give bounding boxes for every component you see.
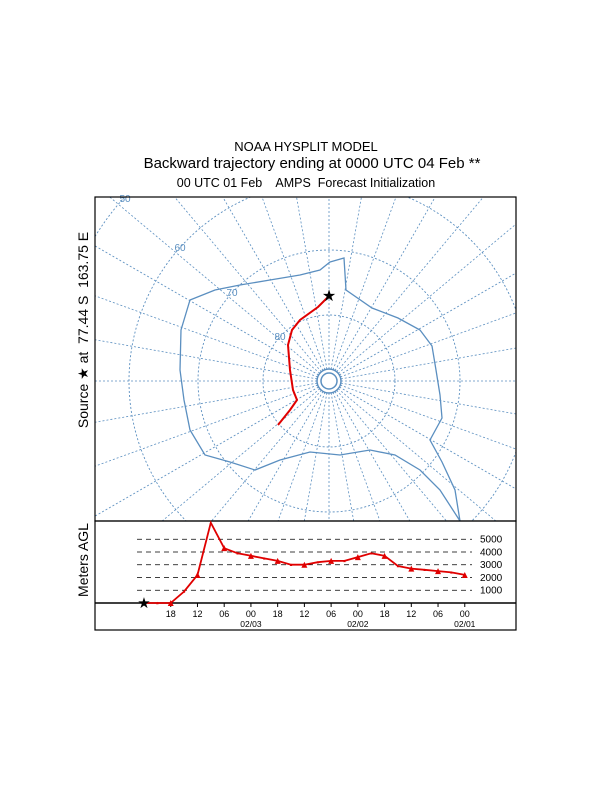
source-star: ★ [137,595,150,612]
lat-circle [320,372,338,390]
x-tick-label: 12 [299,609,309,619]
height-point [370,552,373,555]
height-point [450,571,453,574]
meridian [174,197,322,373]
height-point [247,552,254,559]
x-tick-label: 18 [166,609,176,619]
height-point [316,560,319,564]
height-point [343,559,346,563]
lat-circle [316,368,342,394]
height-point [156,601,159,605]
meridian [330,392,355,521]
x-tick-label: 18 [273,609,283,619]
lat-circle [262,314,396,448]
lat-label: 60 [174,243,186,254]
meridian [303,392,328,521]
height-point [194,571,201,578]
meridian [339,386,516,490]
date-label: 02/02 [347,619,369,629]
map-trajectory [277,295,330,426]
x-tick-label: 06 [433,609,443,619]
x-tick-label: 06 [219,609,229,619]
date-label: 02/01 [454,619,476,629]
meridian [95,384,318,467]
height-point [354,554,361,561]
meridian [247,391,324,521]
meridian [95,386,319,517]
meridian [109,197,321,374]
map: ★ [95,197,516,521]
meridian [332,197,397,370]
meridian [340,382,516,415]
height-point [167,600,174,606]
meridian [95,245,319,376]
meridian [222,197,324,371]
height-point [461,571,468,578]
lat-label: 80 [274,332,286,343]
x-tick-label: 00 [246,609,256,619]
source-label: Source ★ at 77.44 S 163.75 E [75,232,91,428]
height-point [301,561,308,568]
coastline [179,257,461,521]
meridian [95,382,318,423]
meridian [340,384,516,450]
lat-label: 50 [119,194,131,205]
x-tick-label: 12 [192,609,202,619]
meridian [332,392,381,521]
meridian [211,389,322,521]
height-point [423,568,426,572]
y-tick-label: 1000 [480,586,503,597]
y-tick-label: 5000 [480,535,503,546]
meridian [339,272,516,376]
meridian [340,312,516,378]
date-label: 02/03 [240,619,262,629]
chart-title: NOAA HYSPLIT MODEL [234,139,378,154]
x-tick-label: 00 [353,609,363,619]
meridian [334,391,411,521]
height-frame [94,520,517,631]
x-tick-label: 12 [406,609,416,619]
lat-circle [128,197,516,521]
meridian [261,197,326,370]
meridian [334,197,436,371]
x-tick-label: 00 [460,609,470,619]
meridian [337,223,516,374]
meridian [277,392,326,521]
meridian [161,388,321,521]
height-point [408,565,415,572]
height-point [236,552,239,555]
meridian [296,197,328,370]
init-label: 00 UTC 01 Feb AMPS Forecast Initializati… [177,176,435,190]
height-point [328,557,335,564]
y-axis-label: Meters AGL [75,523,91,597]
height-point [221,545,228,552]
x-tick-label: 18 [380,609,390,619]
meridian [336,197,484,373]
chart-subtitle: Backward trajectory ending at 0000 UTC 0… [144,155,481,172]
meridian [95,339,318,380]
height-point [396,564,400,568]
meridian [95,295,318,378]
height-point [289,563,293,566]
height-point [182,590,186,593]
height-point [209,521,213,524]
y-tick-label: 3000 [480,560,503,571]
meridian [337,388,497,521]
height-point [381,552,388,559]
y-tick-label: 2000 [480,573,503,584]
meridian [340,347,516,380]
map-source-star: ★ [322,288,336,305]
height-point [274,557,281,564]
height-point [435,568,442,575]
meridian [336,389,447,521]
y-tick-label: 4000 [480,547,503,558]
lat-circle [197,249,461,513]
lat-label: 70 [226,288,238,299]
x-tick-label: 06 [326,609,336,619]
meridian [330,197,362,370]
height-point [263,557,266,560]
